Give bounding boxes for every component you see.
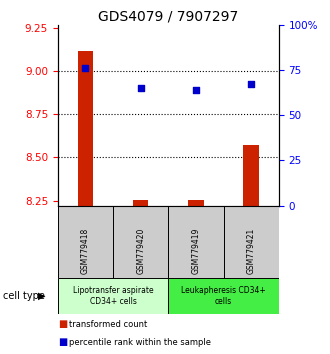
Bar (58, 206, 113, 278)
Point (193, 87, 199, 93)
Text: GSM779421: GSM779421 (247, 228, 256, 274)
Text: ■: ■ (58, 319, 67, 330)
Text: ▶: ▶ (38, 291, 46, 301)
Bar (58, 278, 168, 314)
Bar (244, 144, 259, 206)
Text: GSM779419: GSM779419 (191, 228, 200, 274)
Text: GSM779420: GSM779420 (136, 228, 145, 274)
Bar (168, 278, 279, 314)
Bar (188, 200, 204, 206)
Point (138, 85, 143, 91)
Point (248, 82, 254, 87)
Title: GDS4079 / 7907297: GDS4079 / 7907297 (98, 10, 238, 24)
Bar (133, 200, 148, 206)
Text: percentile rank within the sample: percentile rank within the sample (69, 338, 211, 347)
Bar (168, 206, 224, 278)
Text: ■: ■ (58, 337, 67, 348)
Bar (113, 206, 168, 278)
Point (83, 65, 88, 71)
Text: cell type: cell type (3, 291, 45, 301)
Bar (78, 51, 93, 206)
Text: Lipotransfer aspirate
CD34+ cells: Lipotransfer aspirate CD34+ cells (73, 286, 153, 306)
Text: transformed count: transformed count (69, 320, 148, 329)
Text: Leukapheresis CD34+
cells: Leukapheresis CD34+ cells (181, 286, 266, 306)
Text: GSM779418: GSM779418 (81, 228, 90, 274)
Bar (223, 206, 279, 278)
